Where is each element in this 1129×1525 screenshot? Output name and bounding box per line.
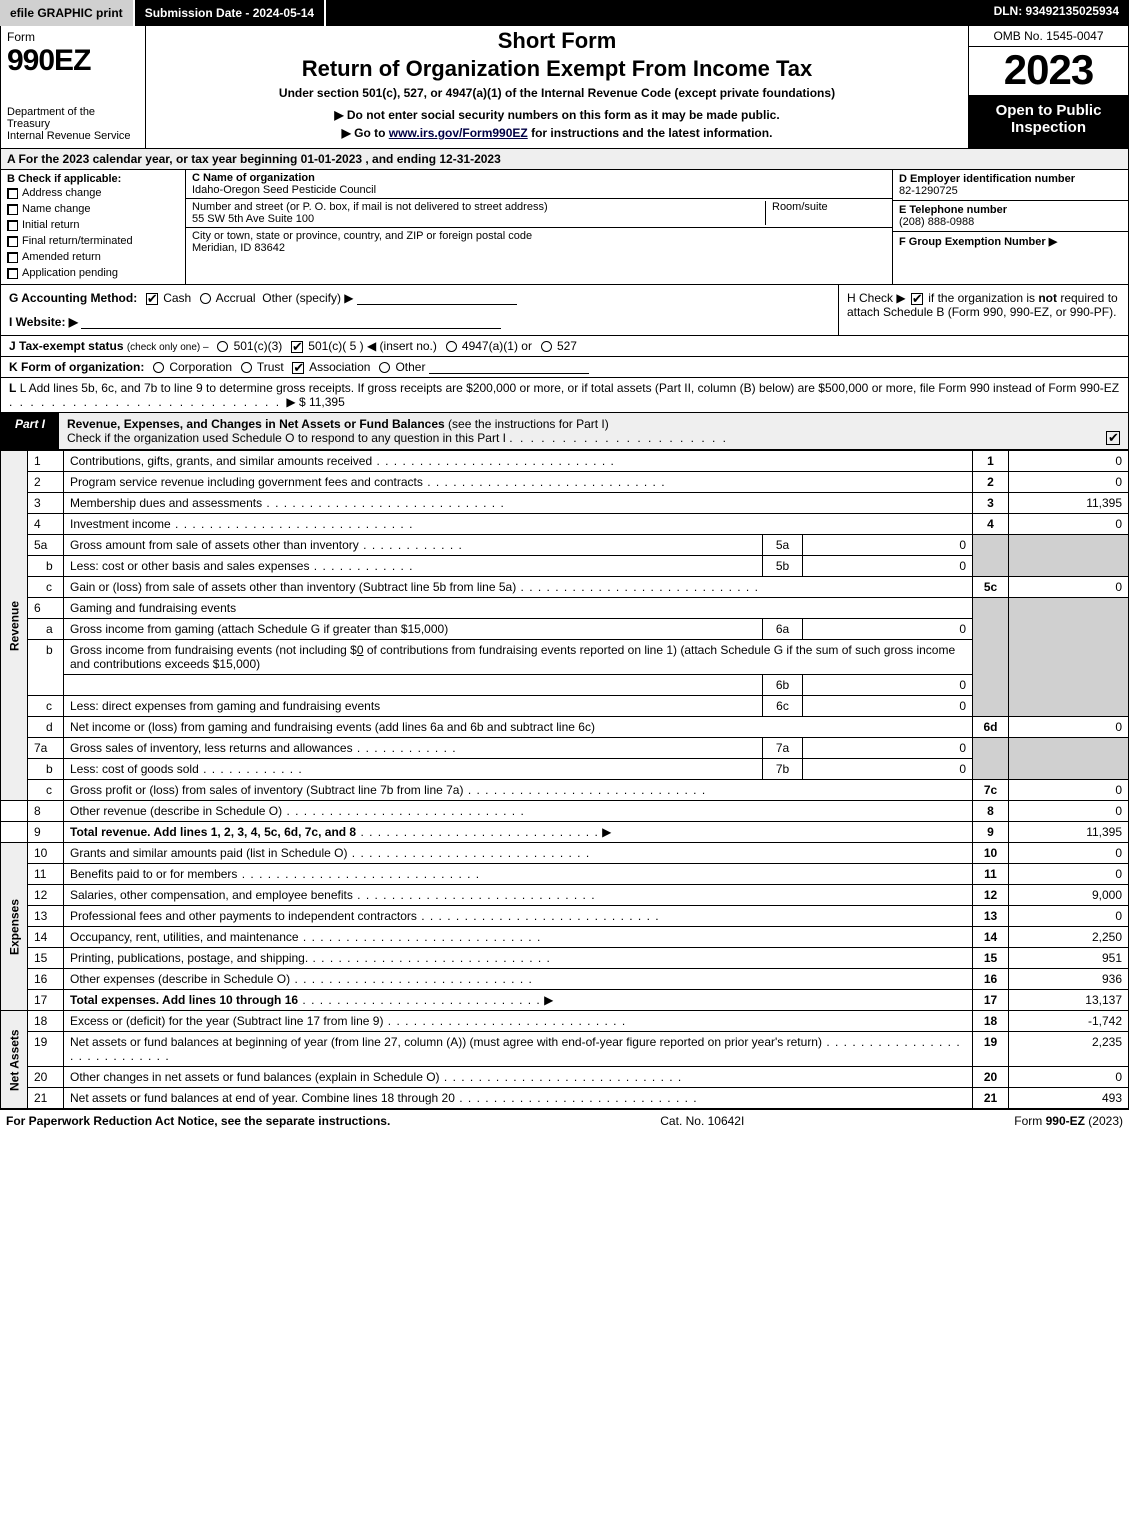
- ein-value: 82-1290725: [899, 185, 958, 197]
- checkbox-cash[interactable]: [146, 293, 158, 305]
- ein-label: D Employer identification number: [899, 173, 1075, 185]
- phone-label: E Telephone number: [899, 204, 1007, 216]
- group-exempt-label: F Group Exemption Number ▶: [899, 236, 1057, 248]
- part1-table: Revenue 1 Contributions, gifts, grants, …: [0, 450, 1129, 1109]
- row-k: K Form of organization: Corporation Trus…: [0, 357, 1129, 378]
- label-pending: Application pending: [22, 267, 118, 279]
- side-net-assets: Net Assets: [1, 1011, 28, 1109]
- radio-other-org[interactable]: [379, 362, 390, 373]
- part1-title: Revenue, Expenses, and Changes in Net As…: [67, 417, 445, 431]
- col-def: D Employer identification number 82-1290…: [893, 170, 1128, 284]
- radio-trust[interactable]: [241, 362, 252, 373]
- under-section: Under section 501(c), 527, or 4947(a)(1)…: [154, 86, 960, 100]
- gross-receipts-value: 11,395: [309, 395, 345, 409]
- other-method-input[interactable]: [357, 291, 517, 305]
- checkbox-pending[interactable]: [7, 268, 18, 279]
- part1-header: Part I Revenue, Expenses, and Changes in…: [0, 413, 1129, 450]
- omb-number: OMB No. 1545-0047: [969, 26, 1128, 47]
- addr-label: Number and street (or P. O. box, if mail…: [192, 201, 548, 213]
- g-label: G Accounting Method:: [9, 291, 137, 305]
- h-label: H Check ▶: [847, 291, 906, 305]
- checkbox-association[interactable]: [292, 362, 304, 374]
- label-initial-return: Initial return: [22, 219, 79, 231]
- city-value: Meridian, ID 83642: [192, 242, 285, 254]
- goto-line: ▶ Go to www.irs.gov/Form990EZ for instru…: [154, 126, 960, 140]
- open-public-badge: Open to Public Inspection: [969, 96, 1128, 148]
- dept-label: Department of the Treasury Internal Reve…: [7, 106, 139, 142]
- col-c: C Name of organization Idaho-Oregon Seed…: [186, 170, 893, 284]
- section-bcdef: B Check if applicable: Address change Na…: [0, 170, 1129, 285]
- checkbox-address-change[interactable]: [7, 188, 18, 199]
- name-label: C Name of organization: [192, 172, 315, 184]
- dln-label: DLN: 93492135025934: [984, 0, 1129, 26]
- submission-date-label: Submission Date - 2024-05-14: [135, 0, 326, 26]
- form-word: Form: [7, 30, 139, 44]
- tax-year: 2023: [969, 47, 1128, 96]
- i-label: I Website: ▶: [9, 315, 78, 329]
- footer-catno: Cat. No. 10642I: [660, 1114, 744, 1128]
- row-a: A For the 2023 calendar year, or tax yea…: [0, 149, 1129, 170]
- label-name-change: Name change: [22, 203, 91, 215]
- form-number: 990EZ: [7, 44, 139, 78]
- side-revenue: Revenue: [1, 451, 28, 801]
- efile-print-button[interactable]: efile GRAPHIC print: [0, 0, 135, 26]
- short-form-title: Short Form: [154, 28, 960, 54]
- col-b: B Check if applicable: Address change Na…: [1, 170, 186, 284]
- website-input[interactable]: [81, 315, 501, 329]
- return-title: Return of Organization Exempt From Incom…: [154, 56, 960, 82]
- col-b-header: B Check if applicable:: [7, 173, 179, 185]
- part1-tab: Part I: [1, 413, 59, 449]
- row-l: L L Add lines 5b, 6c, and 7b to line 9 t…: [0, 378, 1129, 413]
- j-label: J Tax-exempt status: [9, 339, 124, 353]
- checkbox-name-change[interactable]: [7, 204, 18, 215]
- other-org-input[interactable]: [429, 360, 589, 374]
- addr-value: 55 SW 5th Ave Suite 100: [192, 213, 314, 225]
- label-address-change: Address change: [22, 187, 102, 199]
- checkbox-schedule-o[interactable]: [1106, 431, 1120, 445]
- page-footer: For Paperwork Reduction Act Notice, see …: [0, 1109, 1129, 1132]
- city-label: City or town, state or province, country…: [192, 230, 532, 242]
- radio-accrual[interactable]: [200, 293, 211, 304]
- radio-527[interactable]: [541, 341, 552, 352]
- checkbox-amended[interactable]: [7, 252, 18, 263]
- label-final-return: Final return/terminated: [22, 235, 133, 247]
- side-expenses: Expenses: [1, 843, 28, 1011]
- k-label: K Form of organization:: [9, 360, 144, 374]
- org-name: Idaho-Oregon Seed Pesticide Council: [192, 184, 376, 196]
- no-ssn-notice: ▶ Do not enter social security numbers o…: [154, 108, 960, 122]
- row-j: J Tax-exempt status (check only one) – 5…: [0, 336, 1129, 357]
- phone-value: (208) 888-0988: [899, 216, 974, 228]
- radio-4947[interactable]: [446, 341, 457, 352]
- label-amended: Amended return: [22, 251, 101, 263]
- checkbox-initial-return[interactable]: [7, 220, 18, 231]
- radio-501c3[interactable]: [217, 341, 228, 352]
- checkbox-501c[interactable]: [291, 341, 303, 353]
- footer-left: For Paperwork Reduction Act Notice, see …: [6, 1114, 390, 1128]
- checkbox-final-return[interactable]: [7, 236, 18, 247]
- form-header: Form 990EZ Department of the Treasury In…: [0, 26, 1129, 149]
- irs-link[interactable]: www.irs.gov/Form990EZ: [389, 126, 528, 140]
- checkbox-schedule-b[interactable]: [911, 293, 923, 305]
- footer-right: Form 990-EZ (2023): [1014, 1114, 1123, 1128]
- top-bar: efile GRAPHIC print Submission Date - 20…: [0, 0, 1129, 26]
- row-ghi: G Accounting Method: Cash Accrual Other …: [0, 285, 1129, 336]
- room-label: Room/suite: [772, 201, 828, 213]
- radio-corp[interactable]: [153, 362, 164, 373]
